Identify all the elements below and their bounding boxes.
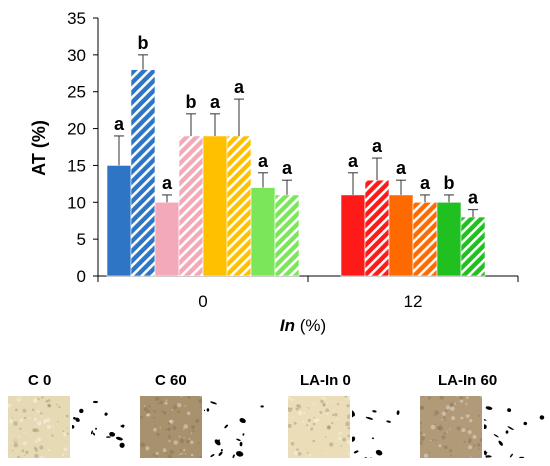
panel-label: C 0 <box>28 372 52 389</box>
crumb-photo <box>288 396 350 458</box>
significance-label: a <box>420 173 431 193</box>
significance-label: a <box>114 114 125 134</box>
significance-label: a <box>258 151 269 171</box>
significance-label: a <box>210 92 221 112</box>
y-axis-label: AT (%) <box>29 120 49 176</box>
significance-label: a <box>234 77 245 97</box>
x-axis-label-unit: (%) <box>295 316 326 335</box>
binary-mask-image <box>352 396 414 458</box>
significance-label: a <box>282 158 293 178</box>
y-tick-label: 15 <box>67 156 86 175</box>
y-tick-label: 25 <box>67 83 86 102</box>
x-axis-label: In (%) <box>280 316 326 335</box>
significance-label: b <box>186 92 197 112</box>
significance-label: a <box>468 188 479 208</box>
bar <box>106 165 132 277</box>
y-tick-label: 20 <box>67 120 86 139</box>
bar <box>250 187 276 277</box>
binary-mask-image <box>204 396 266 458</box>
significance-label: b <box>138 33 149 53</box>
binary-mask-image <box>484 396 546 458</box>
significance-label: a <box>396 158 407 178</box>
binary-mask-image <box>72 396 134 458</box>
bar <box>388 194 414 277</box>
significance-label: a <box>162 173 173 193</box>
y-tick-label: 5 <box>77 230 86 249</box>
bar <box>460 216 486 277</box>
crumb-panel: C 0 <box>8 372 138 464</box>
bar <box>178 135 204 277</box>
bar <box>130 69 156 277</box>
y-tick-label: 35 <box>67 9 86 28</box>
bar <box>364 179 390 277</box>
bar <box>226 135 252 277</box>
y-tick-label: 0 <box>77 267 86 286</box>
panel-label: LA-In 60 <box>438 372 498 389</box>
bar <box>412 201 438 277</box>
significance-label: b <box>444 173 455 193</box>
crumb-photo <box>420 396 482 458</box>
bar <box>436 201 462 277</box>
x-tick-label: 12 <box>404 292 423 311</box>
crumb-photo <box>8 396 70 458</box>
bar <box>202 135 228 277</box>
y-tick-label: 30 <box>67 46 86 65</box>
crumb-panel: LA-In 0 <box>288 372 418 464</box>
x-tick-label: 0 <box>198 292 207 311</box>
crumb-panel: LA-In 60 <box>420 372 550 464</box>
panel-label: C 60 <box>155 372 187 389</box>
x-axis-label-italic: In <box>280 316 295 335</box>
significance-label: a <box>372 136 383 156</box>
crumb-panel: C 60 <box>140 372 270 464</box>
axes: 0 5 10 15 20 25 30 35 0 12 <box>67 9 519 311</box>
y-tick-label: 10 <box>67 193 86 212</box>
significance-label: a <box>348 151 359 171</box>
bar <box>274 194 300 277</box>
panel-label: LA-In 0 <box>300 372 351 389</box>
bar <box>154 201 180 277</box>
crumb-photo <box>140 396 202 458</box>
bar <box>340 194 366 277</box>
